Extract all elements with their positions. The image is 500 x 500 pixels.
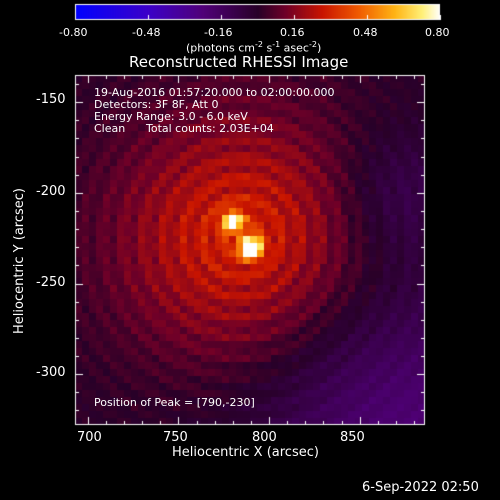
y-axis-label: Heliocentric Y (arcsec): [12, 188, 27, 334]
colorbar-tick-3: 0.16: [280, 26, 305, 39]
energy-range-label: Energy Range: 3.0 - 6.0 keV: [94, 110, 248, 123]
x-tick-850: 850: [340, 430, 365, 445]
unit-mid: s: [262, 41, 273, 55]
unit-exp-3: -2: [308, 40, 317, 49]
y-tick-minus200: -200: [36, 184, 66, 199]
y-tick-minus150: -150: [36, 92, 66, 107]
colorbar-tick-2: -0.16: [204, 26, 233, 39]
unit-suffix: ): [316, 41, 322, 55]
colorbar-tick-5: 0.80: [425, 26, 450, 39]
chart-title: Reconstructed RHESSI Image: [129, 53, 349, 71]
method-label: Clean: [94, 122, 126, 135]
x-tick-700: 700: [77, 430, 102, 445]
unit-exp-2: -1: [272, 40, 281, 49]
total-counts-label: Total counts: 2.03E+04: [146, 122, 274, 135]
x-axis-label: Heliocentric X (arcsec): [172, 445, 319, 460]
detectors-label: Detectors: 3F 8F, Att 0: [94, 98, 219, 111]
plot-date-stamp: 6-Sep-2022 02:50: [362, 480, 479, 495]
colorbar-unit-label: (photons cm-2 s-1 asec-2): [186, 38, 321, 56]
x-tick-800: 800: [252, 430, 277, 445]
peak-position-label: Position of Peak = [790,-230]: [94, 396, 255, 409]
x-tick-750: 750: [163, 430, 188, 445]
colorbar-tick-1: -0.48: [132, 26, 161, 39]
colorbar-tick-4: 0.48: [353, 26, 378, 39]
y-tick-minus300: -300: [36, 365, 66, 380]
unit-exp-1: -2: [254, 40, 263, 49]
colorbar-tick-0: -0.80: [59, 26, 88, 39]
unit-mid-2: asec: [280, 41, 309, 55]
y-tick-minus250: -250: [36, 275, 66, 290]
unit-prefix: (photons cm: [186, 41, 255, 55]
time-range-label: 19-Aug-2016 01:57:20.000 to 02:00:00.000: [94, 86, 335, 99]
